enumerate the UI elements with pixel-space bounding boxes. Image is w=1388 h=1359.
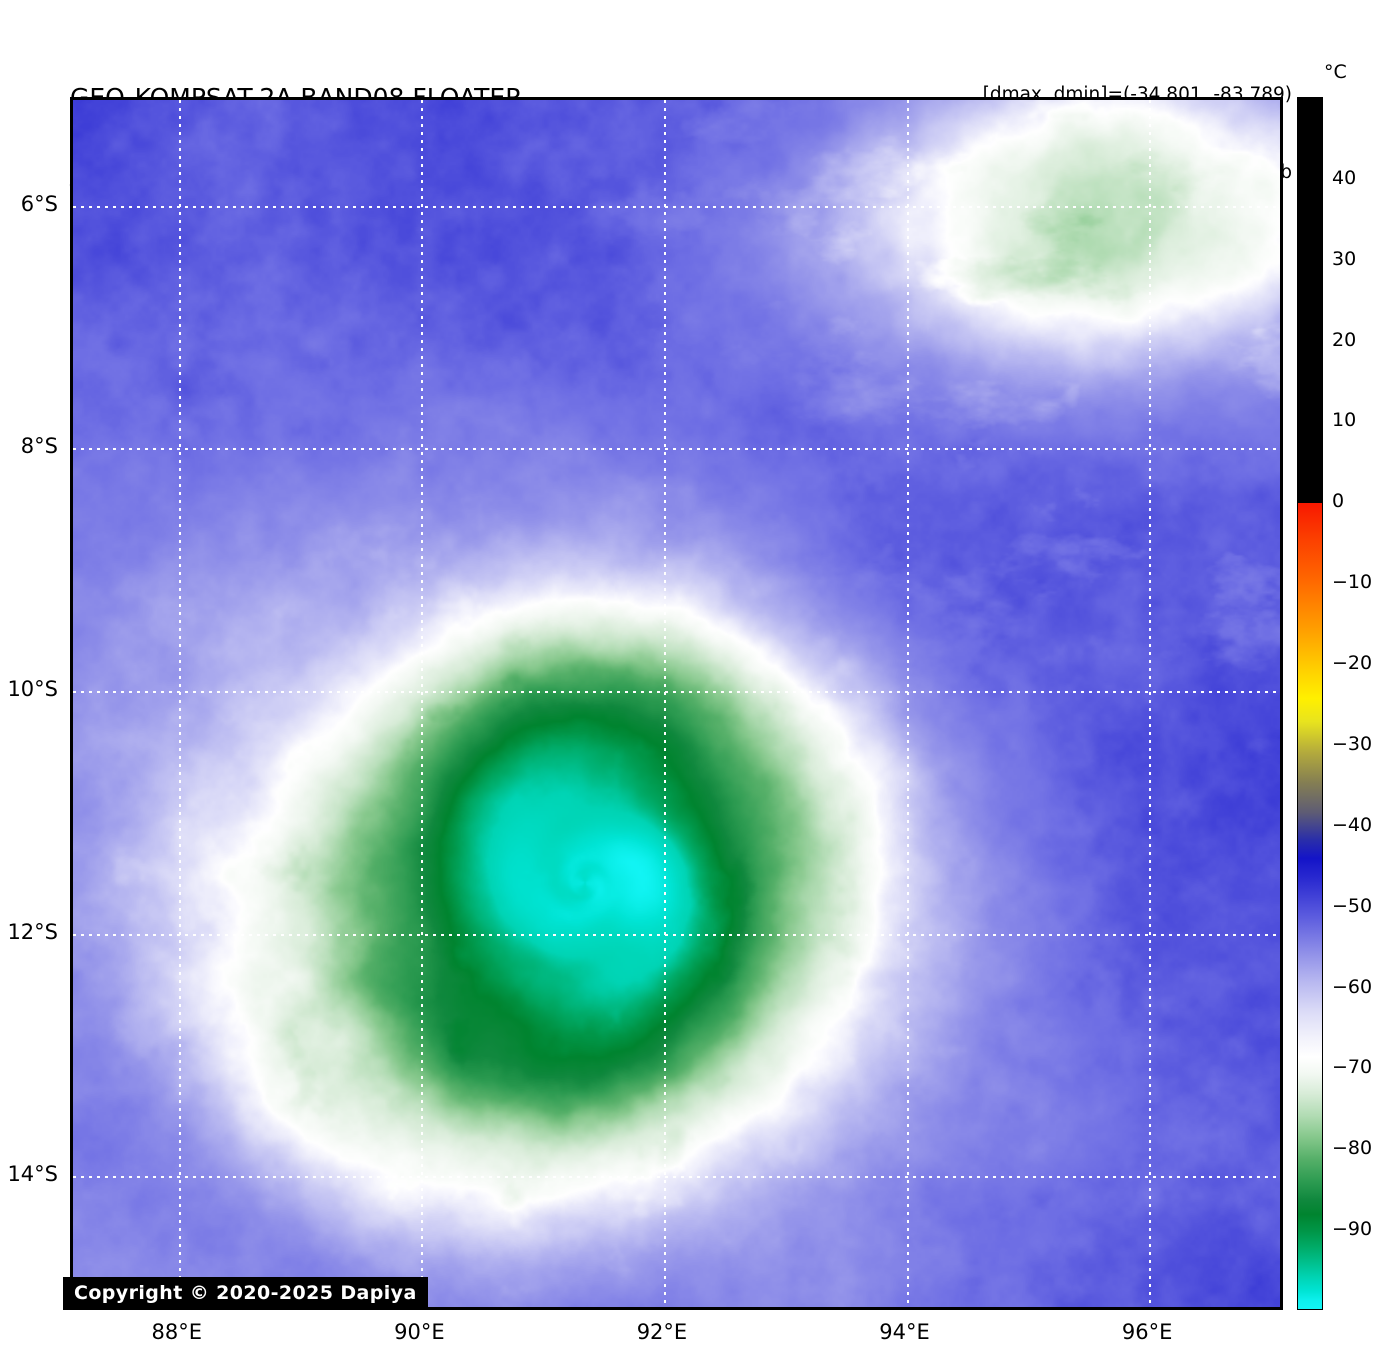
copyright-watermark: Copyright © 2020-2025 Dapiya [63, 1277, 428, 1310]
colorbar-unit-label: °C [1324, 61, 1347, 83]
lon-tick-label: 92°E [636, 1320, 688, 1344]
colorbar-tick-label: −70 [1332, 1056, 1373, 1079]
colorbar-tick-label: −60 [1332, 975, 1373, 998]
lat-tick-label: 6°S [20, 191, 58, 216]
lat-tick-label: 8°S [20, 434, 58, 459]
colorbar-tick-label: −50 [1332, 894, 1373, 917]
lon-tick-label: 94°E [879, 1320, 930, 1344]
lat-tick-label: 12°S [7, 919, 58, 944]
colorbar-tick-label: 30 [1332, 247, 1357, 270]
colorbar-tick-label: −10 [1332, 571, 1373, 594]
colorbar-tick-label: 0 [1332, 490, 1345, 513]
lon-tick-label: 96°E [1121, 1320, 1173, 1344]
lat-tick-label: 10°S [7, 676, 58, 701]
lon-tick-label: 88°E [151, 1320, 202, 1344]
colorbar-tick-label: 40 [1332, 166, 1357, 189]
lon-tick-label: 90°E [394, 1320, 445, 1344]
colorbar-tick-label: −40 [1332, 813, 1373, 836]
satellite-infrared-heatmap [73, 100, 1280, 1307]
colorbar-tick-label: 10 [1332, 409, 1357, 432]
lat-tick-label: 14°S [7, 1162, 58, 1187]
colorbar-tick-label: −90 [1332, 1218, 1373, 1241]
colorbar-tick-label: −20 [1332, 652, 1373, 675]
satellite-image-plot [70, 97, 1283, 1310]
colorbar-tick-label: −80 [1332, 1137, 1373, 1160]
colorbar-tick-label: 20 [1332, 328, 1357, 351]
colorbar [1297, 97, 1323, 1310]
colorbar-gradient [1297, 97, 1323, 1310]
colorbar-tick-label: −30 [1332, 732, 1373, 755]
